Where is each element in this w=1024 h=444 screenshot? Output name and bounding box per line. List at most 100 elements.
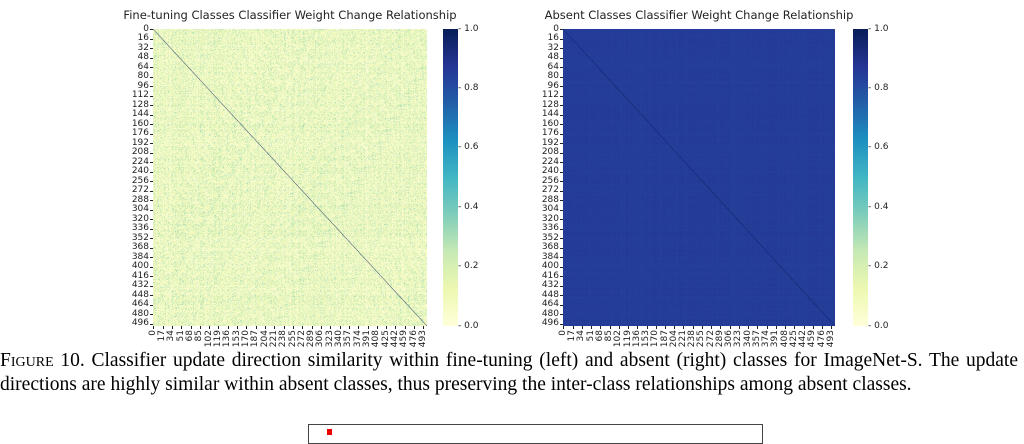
right-x-tick-mark <box>822 326 824 329</box>
right-y-tick-mark <box>560 105 563 107</box>
right-y-tick-label: 352 <box>541 232 559 243</box>
right-y-tick-mark <box>560 323 563 325</box>
left-y-tick-label: 496 <box>131 318 149 329</box>
right-y-tick-mark <box>560 86 563 88</box>
left-x-tick-mark <box>302 326 304 329</box>
right-y-tick-label: 0 <box>553 23 559 34</box>
right-y-tick-mark <box>560 76 563 78</box>
left-y-tick-label: 32 <box>137 42 149 53</box>
right-y-tick-label: 400 <box>541 261 559 272</box>
left-y-tick-label: 64 <box>137 61 149 72</box>
left-y-tick-mark <box>150 95 153 97</box>
right-x-tick-mark <box>831 326 833 329</box>
right-y-tick-mark <box>560 57 563 59</box>
left-y-tick-mark <box>150 76 153 78</box>
right-y-tick-label: 320 <box>541 213 559 224</box>
right-y-tick-label: 176 <box>541 128 559 139</box>
right-heatmap-cells <box>563 29 835 326</box>
right-y-tick-label: 208 <box>541 147 559 158</box>
left-x-tick-mark <box>367 326 369 329</box>
right-y-tick-label: 288 <box>541 194 559 205</box>
left-x-tick-mark <box>265 326 267 329</box>
left-y-tick-mark <box>150 304 153 306</box>
right-y-tick-mark <box>560 38 563 40</box>
left-y-tick-mark <box>150 247 153 249</box>
left-y-tick-label: 400 <box>131 261 149 272</box>
left-x-tick-label: 459 <box>399 330 410 348</box>
left-x-tick-mark <box>255 326 257 329</box>
right-y-tick-mark <box>560 171 563 173</box>
right-colorbar <box>853 29 868 326</box>
left-x-tick-mark <box>274 326 276 329</box>
caption-label: Figure 10. <box>0 350 85 371</box>
left-y-tick-mark <box>150 143 153 145</box>
left-y-tick-label: 288 <box>131 194 149 205</box>
right-x-tick-mark <box>785 326 787 329</box>
left-x-tick-mark <box>293 326 294 329</box>
left-y-tick-mark <box>150 285 153 287</box>
right-y-tick-mark <box>560 67 563 69</box>
right-x-tick-label: 34 <box>576 330 587 342</box>
right-x-tick-mark <box>729 326 731 329</box>
right-x-tick-mark <box>563 326 565 329</box>
left-y-tick-mark <box>150 162 153 164</box>
left-x-tick-mark <box>395 326 397 329</box>
left-y-tick-label: 384 <box>131 251 149 262</box>
right-y-tick-label: 48 <box>547 52 559 63</box>
left-y-tick-mark <box>150 200 153 202</box>
left-y-tick-mark <box>150 314 153 316</box>
right-y-tick-label: 64 <box>547 61 559 72</box>
right-y-tick-mark <box>560 181 563 183</box>
left-y-tick-mark <box>150 257 153 259</box>
right-x-tick-mark <box>683 326 685 329</box>
right-y-tick-mark <box>560 219 563 221</box>
right-colorbar-tick-label: - 0.0 <box>868 320 889 331</box>
right-y-tick-mark <box>560 143 563 145</box>
left-y-tick-mark <box>150 48 153 50</box>
left-x-tick-mark <box>330 326 332 329</box>
left-heatmap-cells <box>153 29 427 326</box>
right-x-tick-mark <box>692 326 694 329</box>
right-y-tick-mark <box>560 266 563 268</box>
left-x-tick-mark <box>181 326 183 329</box>
right-y-tick-label: 224 <box>541 156 559 167</box>
left-colorbar-tick-label: - 1.0 <box>458 23 479 34</box>
left-y-tick-label: 176 <box>131 128 149 139</box>
right-y-tick-mark <box>560 162 563 164</box>
right-x-tick-mark <box>609 326 611 329</box>
left-x-tick-mark <box>339 326 341 329</box>
right-colorbar-tick-label: - 0.6 <box>868 142 889 153</box>
left-y-tick-mark <box>150 219 153 221</box>
right-y-tick-mark <box>560 285 563 287</box>
left-y-tick-mark <box>150 209 153 211</box>
right-y-tick-label: 432 <box>541 280 559 291</box>
left-y-tick-mark <box>150 57 153 59</box>
right-x-tick-mark <box>757 326 759 329</box>
left-y-tick-label: 192 <box>131 137 149 148</box>
caption-text: Classifier update direction similarity w… <box>0 350 1018 395</box>
left-y-tick-mark <box>150 276 153 278</box>
right-y-tick-label: 304 <box>541 204 559 215</box>
right-x-tick-mark <box>591 326 593 329</box>
right-y-tick-label: 32 <box>547 42 559 53</box>
left-x-tick-mark <box>404 326 406 329</box>
right-y-tick-mark <box>560 29 563 31</box>
left-heatmap-title: Fine-tuning Classes Classifier Weight Ch… <box>123 8 457 22</box>
right-x-tick-mark <box>637 326 639 329</box>
left-colorbar-tick-label: - 0.0 <box>458 320 479 331</box>
left-y-tick-mark <box>150 190 153 192</box>
right-y-tick-label: 192 <box>541 137 559 148</box>
right-y-tick-label: 240 <box>541 166 559 177</box>
right-x-tick-mark <box>794 326 796 329</box>
left-y-tick-mark <box>150 114 153 116</box>
right-y-tick-mark <box>560 190 563 192</box>
right-y-tick-label: 480 <box>541 308 559 319</box>
left-y-tick-label: 256 <box>131 175 149 186</box>
right-y-tick-mark <box>560 276 563 278</box>
left-x-tick-mark <box>283 326 285 329</box>
left-y-tick-label: 144 <box>131 109 149 120</box>
left-y-tick-mark <box>150 67 153 69</box>
left-colorbar-tick-label: - 0.8 <box>458 82 479 93</box>
red-marker <box>327 429 332 435</box>
right-x-tick-mark <box>775 326 777 329</box>
